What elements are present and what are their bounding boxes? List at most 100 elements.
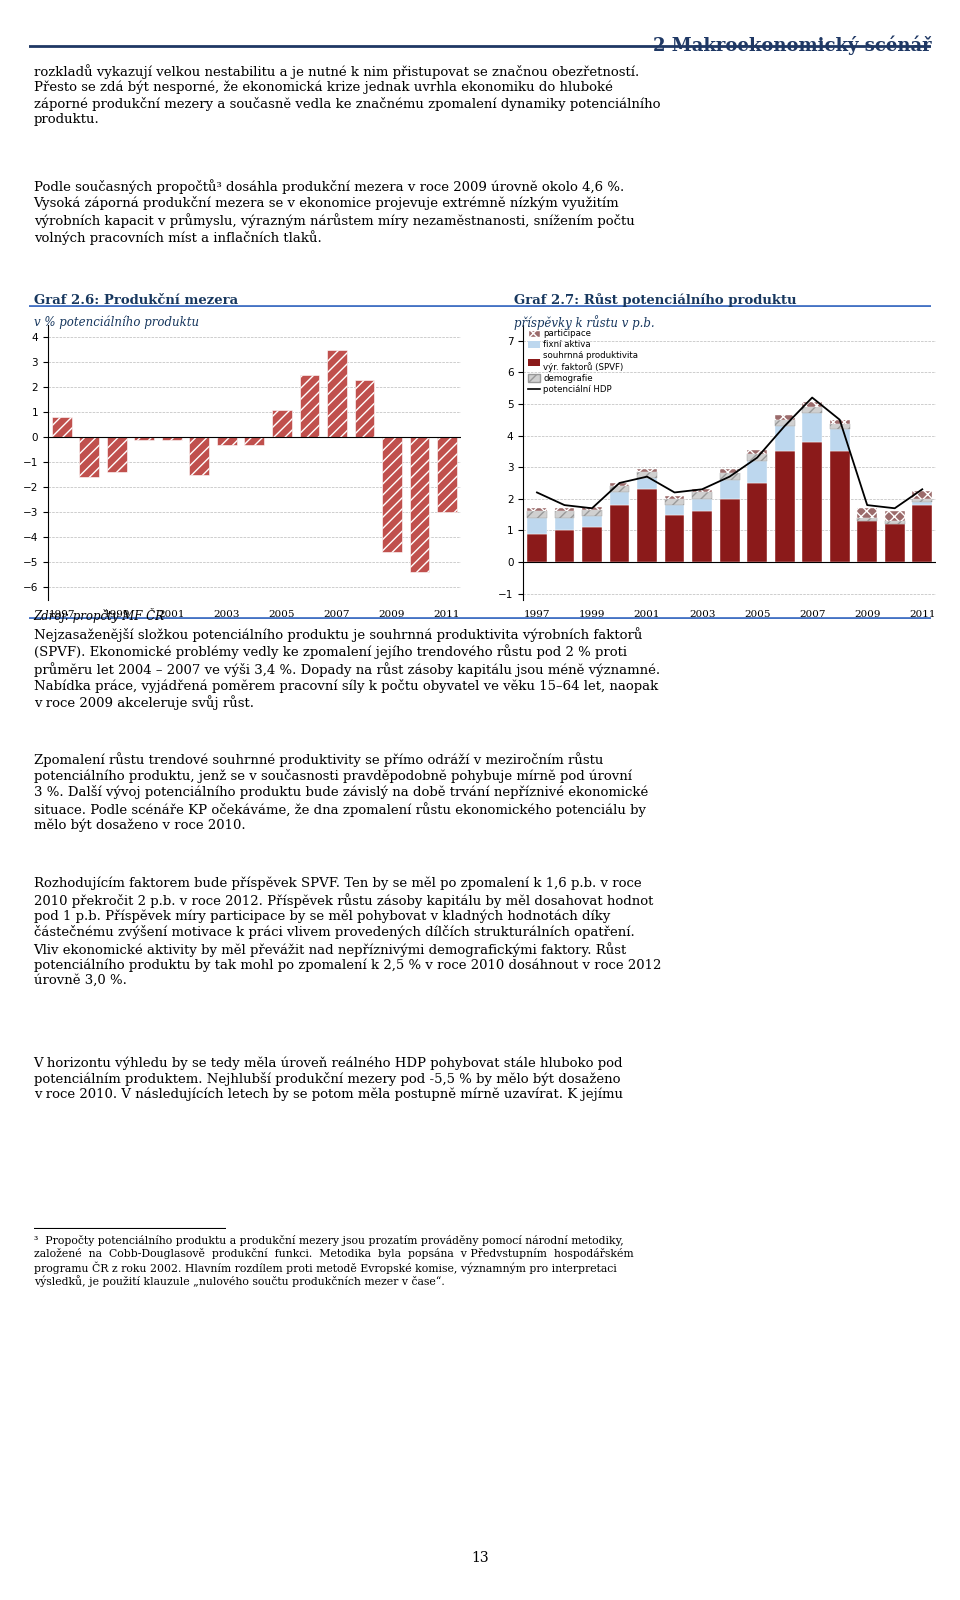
Bar bbox=[664, 499, 684, 506]
Text: Rozhodujícím faktorem bude příspěvek SPVF. Ten by se měl po zpomalení k 1,6 p.b.: Rozhodujícím faktorem bude příspěvek SPV… bbox=[34, 877, 661, 987]
Text: ³  Propočty potenciálního produktu a produkční mezery jsou prozatím prováděny po: ³ Propočty potenciálního produktu a prod… bbox=[34, 1235, 634, 1288]
Text: 13: 13 bbox=[471, 1550, 489, 1565]
Bar bbox=[555, 512, 574, 518]
Bar bbox=[610, 493, 630, 506]
Bar bbox=[885, 512, 904, 522]
Bar bbox=[527, 512, 547, 518]
potenciální HDP bbox=[613, 474, 625, 493]
Bar bbox=[107, 437, 127, 472]
Bar bbox=[134, 437, 155, 440]
Bar bbox=[803, 413, 822, 442]
Bar bbox=[775, 419, 795, 426]
Bar bbox=[692, 512, 712, 562]
Bar bbox=[885, 522, 904, 525]
Bar bbox=[775, 414, 795, 419]
potenciální HDP bbox=[559, 496, 570, 515]
Bar bbox=[527, 509, 547, 512]
Bar bbox=[829, 429, 850, 451]
Text: Graf 2.7: Růst potenciálního produktu: Graf 2.7: Růst potenciálního produktu bbox=[514, 293, 796, 307]
potenciální HDP bbox=[861, 496, 873, 515]
potenciální HDP bbox=[806, 387, 818, 406]
Bar bbox=[354, 379, 374, 437]
Bar bbox=[582, 517, 602, 528]
potenciální HDP bbox=[889, 499, 900, 518]
Bar bbox=[857, 518, 877, 522]
Bar bbox=[217, 437, 237, 445]
Bar bbox=[912, 502, 932, 506]
Bar bbox=[885, 515, 904, 562]
Bar bbox=[410, 437, 429, 573]
Bar bbox=[437, 437, 457, 512]
potenciální HDP bbox=[779, 416, 790, 435]
Text: Podle současných propočtů³ dosáhla produkční mezera v roce 2009 úrovně okolo 4,6: Podle současných propočtů³ dosáhla produ… bbox=[34, 179, 635, 245]
Bar bbox=[885, 515, 904, 525]
Bar bbox=[555, 518, 574, 531]
Bar bbox=[747, 454, 767, 461]
Bar bbox=[720, 480, 739, 499]
Bar bbox=[775, 451, 795, 562]
Bar bbox=[747, 483, 767, 562]
Text: Zpomalení růstu trendové souhrnné produktivity se přímo odráží v meziročním růst: Zpomalení růstu trendové souhrnné produk… bbox=[34, 752, 648, 832]
Bar bbox=[527, 533, 547, 562]
Bar bbox=[610, 506, 630, 562]
Bar bbox=[664, 515, 684, 562]
Bar bbox=[692, 499, 712, 512]
Bar bbox=[272, 410, 292, 437]
Text: Graf 2.6: Produkční mezera: Graf 2.6: Produkční mezera bbox=[34, 294, 238, 307]
Bar bbox=[720, 499, 739, 562]
Bar bbox=[245, 437, 264, 445]
Bar bbox=[610, 486, 630, 493]
potenciální HDP bbox=[531, 483, 542, 502]
Bar bbox=[582, 510, 602, 517]
Bar bbox=[637, 478, 657, 490]
Bar bbox=[300, 374, 320, 437]
potenciální HDP bbox=[669, 483, 681, 502]
Text: Zdroj: propčty MF ČR: Zdroj: propčty MF ČR bbox=[34, 608, 164, 622]
Bar bbox=[610, 483, 630, 486]
potenciální HDP bbox=[834, 410, 846, 429]
potenciální HDP bbox=[724, 467, 735, 486]
Bar bbox=[692, 493, 712, 499]
Bar bbox=[857, 509, 877, 518]
Bar bbox=[527, 518, 547, 533]
Bar bbox=[637, 469, 657, 472]
Bar bbox=[162, 437, 181, 440]
Line: potenciální HDP: potenciální HDP bbox=[537, 397, 923, 509]
Text: rozkladů vykazují velkou nestabilitu a je nutné k nim přistupovat se značnou obe: rozkladů vykazují velkou nestabilitu a j… bbox=[34, 64, 660, 126]
Bar bbox=[327, 350, 347, 437]
Text: příspěvky k růstu v p.b.: příspěvky k růstu v p.b. bbox=[514, 315, 654, 330]
Bar bbox=[720, 474, 739, 480]
Bar bbox=[692, 490, 712, 493]
Bar bbox=[555, 531, 574, 562]
Bar bbox=[747, 450, 767, 454]
Bar bbox=[52, 418, 72, 437]
Bar bbox=[857, 515, 877, 522]
Bar bbox=[637, 490, 657, 562]
Bar bbox=[637, 472, 657, 478]
Bar bbox=[582, 507, 602, 510]
Bar bbox=[857, 515, 877, 562]
Bar bbox=[555, 509, 574, 512]
Text: v % potenciálního produktu: v % potenciálního produktu bbox=[34, 315, 199, 328]
Bar bbox=[803, 406, 822, 413]
potenciální HDP bbox=[917, 480, 928, 499]
Bar bbox=[80, 437, 99, 477]
Bar bbox=[829, 451, 850, 562]
Bar bbox=[664, 496, 684, 499]
Bar bbox=[829, 419, 850, 424]
Text: 2 Makroekonomický scénář: 2 Makroekonomický scénář bbox=[653, 35, 931, 54]
Bar bbox=[912, 499, 932, 502]
Bar bbox=[803, 402, 822, 406]
potenciální HDP bbox=[587, 499, 598, 518]
potenciální HDP bbox=[641, 467, 653, 486]
Legend: participace, fixní aktiva, souhrnná produktivita
výr. faktorů (SPVF), demografie: participace, fixní aktiva, souhrnná prod… bbox=[527, 330, 638, 394]
Bar bbox=[189, 437, 209, 475]
Text: V horizontu výhledu by se tedy měla úroveň reálného HDP pohybovat stále hluboko : V horizontu výhledu by se tedy měla úrov… bbox=[34, 1056, 623, 1101]
Bar bbox=[720, 469, 739, 474]
Bar bbox=[747, 461, 767, 483]
Bar bbox=[912, 491, 932, 499]
Bar bbox=[803, 442, 822, 562]
Text: Nejzasaženější složkou potenciálního produktu je souhrnná produktivita výrobních: Nejzasaženější složkou potenciálního pro… bbox=[34, 627, 660, 710]
Bar bbox=[582, 528, 602, 562]
potenciální HDP bbox=[752, 448, 763, 467]
